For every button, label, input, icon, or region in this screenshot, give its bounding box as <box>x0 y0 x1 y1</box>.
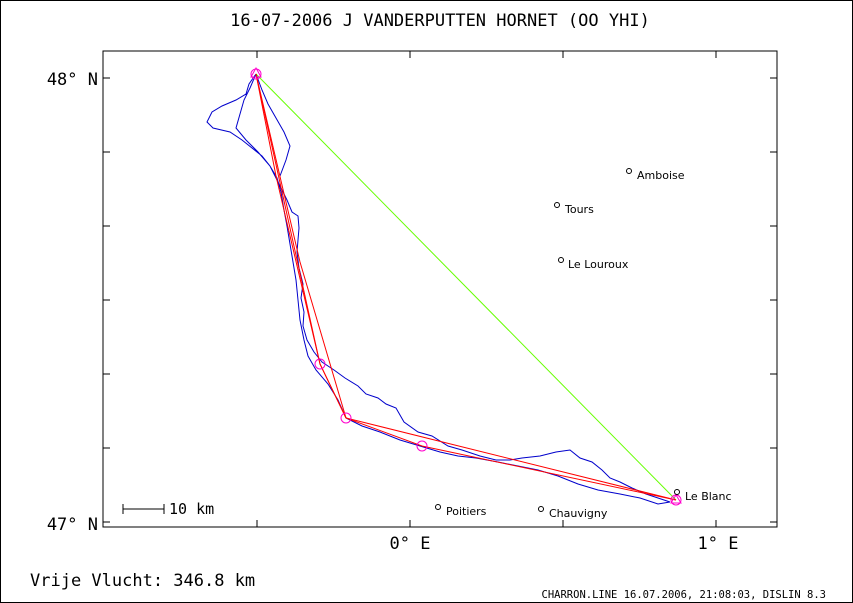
town-label: Amboise <box>637 169 685 182</box>
scale-bar-label: 10 km <box>169 500 214 518</box>
town-marker-icon <box>626 168 632 174</box>
town-chauvigny: Chauvigny <box>538 506 608 520</box>
lat-label-47: 47° N <box>47 515 98 535</box>
axis-ticks <box>103 51 777 527</box>
gps-track <box>206 73 671 505</box>
start-triangle-icon <box>250 66 262 78</box>
town-label: Le Louroux <box>568 258 629 271</box>
town-marker-icon <box>558 257 564 263</box>
lon-label-0: 0° E <box>390 534 431 554</box>
town-marker-icon <box>554 202 560 208</box>
scale-bar <box>122 504 165 514</box>
town-le-louroux: Le Louroux <box>558 257 629 271</box>
turnpoint-1 <box>314 358 326 370</box>
map-title: 16-07-2006 J VANDERPUTTEN HORNET (OO YHI… <box>230 11 650 31</box>
town-marker-icon <box>538 506 544 512</box>
town-label: Poitiers <box>446 505 487 518</box>
town-label: Le Blanc <box>685 490 732 503</box>
plot-frame <box>102 50 778 528</box>
town-tours: Tours <box>554 202 594 216</box>
lat-label-48: 48° N <box>47 70 98 90</box>
route-line-3 <box>255 73 677 501</box>
turnpoint-2 <box>340 412 352 424</box>
town-le-blanc: Le Blanc <box>674 489 732 503</box>
town-marker-icon <box>674 489 680 495</box>
route-line-2 <box>255 73 347 419</box>
finish-triangle-icon <box>670 494 682 504</box>
town-amboise: Amboise <box>626 168 685 182</box>
town-label: Tours <box>564 203 594 216</box>
turnpoint-3 <box>416 440 428 452</box>
software-credit: CHARRON.LINE 16.07.2006, 21:08:03, DISLI… <box>542 589 826 601</box>
turnpoints <box>250 66 682 506</box>
free-flight-distance: Vrije Vlucht: 346.8 km <box>30 571 255 591</box>
town-poitiers: Poitiers <box>435 504 487 518</box>
town-label: Chauvigny <box>549 507 608 520</box>
straight-line <box>255 73 677 501</box>
town-marker-icon <box>435 504 441 510</box>
lon-label-1: 1° E <box>698 534 739 554</box>
